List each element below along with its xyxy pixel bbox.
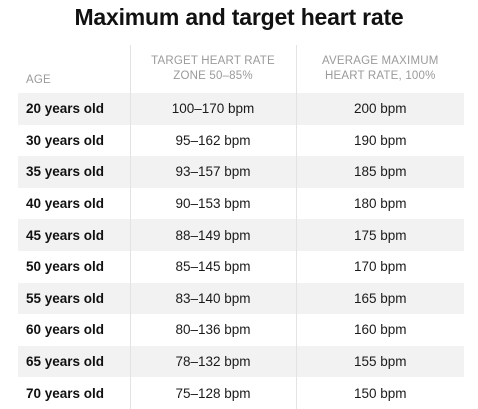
header-row: AGE TARGET HEART RATE ZONE 50–85% AVERAG… <box>18 45 464 93</box>
table-row: 40 years old 90–153 bpm 180 bpm <box>18 187 464 220</box>
target-zone-cell: 95–162 bpm <box>129 124 296 157</box>
page-title: Maximum and target heart rate <box>74 4 404 30</box>
target-zone-cell: 85–145 bpm <box>129 250 296 283</box>
max-rate-cell: 175 bpm <box>295 219 464 251</box>
age-cell: 55 years old <box>18 282 130 315</box>
max-rate-cell: 150 bpm <box>295 377 464 409</box>
table-row: 50 years old 85–145 bpm 170 bpm <box>18 250 464 283</box>
table-row: 60 years old 80–136 bpm 160 bpm <box>18 314 464 346</box>
target-header-line2: ZONE 50–85% <box>173 70 253 82</box>
target-zone-cell: 90–153 bpm <box>129 187 296 220</box>
table-row: 20 years old 100–170 bpm 200 bpm <box>18 93 464 125</box>
age-cell: 20 years old <box>18 93 130 125</box>
age-column-header: AGE <box>18 45 130 93</box>
table-body: 20 years old 100–170 bpm 200 bpm 30 year… <box>18 93 464 409</box>
target-zone-cell: 80–136 bpm <box>129 314 296 346</box>
age-cell: 65 years old <box>18 345 130 378</box>
age-cell: 60 years old <box>18 314 130 346</box>
table-header: AGE TARGET HEART RATE ZONE 50–85% AVERAG… <box>18 45 464 93</box>
max-rate-column-header: AVERAGE MAXIMUM HEART RATE, 100% <box>295 45 464 93</box>
max-rate-cell: 190 bpm <box>295 124 464 157</box>
target-zone-cell: 75–128 bpm <box>129 377 296 409</box>
table-row: 30 years old 95–162 bpm 190 bpm <box>18 124 464 157</box>
table-row: 55 years old 83–140 bpm 165 bpm <box>18 282 464 315</box>
target-zone-cell: 83–140 bpm <box>129 282 296 315</box>
heart-rate-table: AGE TARGET HEART RATE ZONE 50–85% AVERAG… <box>18 45 464 409</box>
max-rate-cell: 185 bpm <box>295 156 464 188</box>
age-cell: 30 years old <box>18 124 130 157</box>
max-rate-cell: 170 bpm <box>295 250 464 283</box>
age-cell: 50 years old <box>18 250 130 283</box>
table-row: 45 years old 88–149 bpm 175 bpm <box>18 219 464 251</box>
max-rate-cell: 155 bpm <box>295 345 464 378</box>
target-zone-cell: 78–132 bpm <box>129 345 296 378</box>
max-rate-cell: 160 bpm <box>295 314 464 346</box>
max-rate-cell: 165 bpm <box>295 282 464 315</box>
table-row: 65 years old 78–132 bpm 155 bpm <box>18 345 464 378</box>
max-header-line2: HEART RATE, 100% <box>324 70 436 82</box>
age-cell: 70 years old <box>18 377 130 409</box>
target-zone-cell: 93–157 bpm <box>129 156 296 188</box>
max-header-line1: AVERAGE MAXIMUM <box>321 55 439 67</box>
target-zone-cell: 88–149 bpm <box>129 219 296 251</box>
max-rate-cell: 180 bpm <box>295 187 464 220</box>
table-row: 70 years old 75–128 bpm 150 bpm <box>18 377 464 409</box>
target-zone-column-header: TARGET HEART RATE ZONE 50–85% <box>129 45 296 93</box>
target-header-line1: TARGET HEART RATE <box>151 55 275 67</box>
max-rate-cell: 200 bpm <box>295 93 464 125</box>
age-cell: 40 years old <box>18 187 130 220</box>
age-cell: 45 years old <box>18 219 130 251</box>
age-cell: 35 years old <box>18 156 130 188</box>
age-header-label: AGE <box>26 74 51 86</box>
target-zone-cell: 100–170 bpm <box>129 93 296 125</box>
table-row: 35 years old 93–157 bpm 185 bpm <box>18 156 464 188</box>
